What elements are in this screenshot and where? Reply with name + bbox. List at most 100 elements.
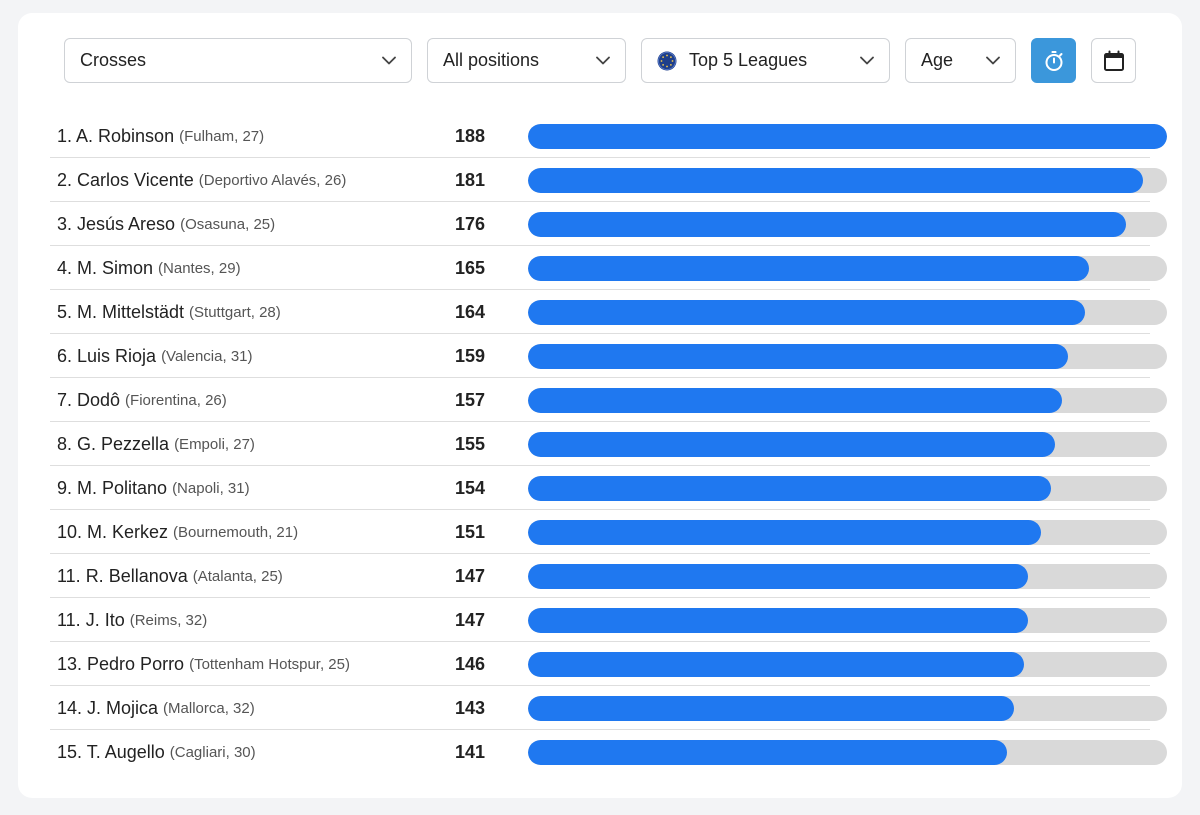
- player-name[interactable]: 11. J. Ito: [57, 609, 125, 630]
- player-name[interactable]: 9. M. Politano: [57, 477, 168, 498]
- player-row[interactable]: 2. Carlos Vicente (Deportivo Alavés, 26) 1…: [50, 158, 1167, 202]
- player-name[interactable]: 8. G. Pezzella: [57, 433, 170, 454]
- player-info: 1. A. Robinson (Fulham, 27): [57, 114, 264, 158]
- stat-bar-fill: [528, 608, 1028, 633]
- player-team-age: (Fulham, 27): [179, 127, 265, 145]
- player-info: 2. Carlos Vicente (Deportivo Alavés, 26): [57, 158, 346, 202]
- player-name[interactable]: 5. M. Mittelstädt: [57, 301, 185, 322]
- player-info: 9. M. Politano (Napoli, 31): [57, 466, 250, 510]
- player-name[interactable]: 1. A. Robinson: [57, 125, 175, 146]
- stat-value: 165: [454, 257, 486, 278]
- stat-value: 147: [454, 609, 486, 630]
- player-team-age: (Empoli, 27): [174, 435, 255, 453]
- stat-bar-fill: [528, 212, 1127, 237]
- ranking-list: 1. A. Robinson (Fulham, 27) 188 2. Carlos V…: [50, 114, 1167, 774]
- player-info: 6. Luis Rioja (Valencia, 31): [57, 334, 253, 378]
- stat-bar-track: [528, 300, 1167, 325]
- player-name[interactable]: 3. Jesús Areso: [57, 213, 176, 234]
- player-row[interactable]: 3. Jesús Areso (Osasuna, 25) 176: [50, 202, 1167, 246]
- stat-value: 157: [454, 389, 486, 410]
- stat-value: 181: [454, 169, 486, 190]
- stat-bar-fill: [528, 256, 1089, 281]
- player-name[interactable]: 10. M. Kerkez: [57, 521, 169, 542]
- player-row[interactable]: 7. Dodô (Fiorentina, 26) 157: [50, 378, 1167, 422]
- player-info: 14. J. Mojica (Mallorca, 32): [57, 686, 255, 730]
- season-calendar-button[interactable]: [1091, 38, 1136, 83]
- stopwatch-icon: [1043, 50, 1065, 72]
- stat-dropdown[interactable]: Crosses: [64, 38, 412, 83]
- player-info: 11. J. Ito (Reims, 32): [57, 598, 207, 642]
- stat-bar-fill: [528, 300, 1086, 325]
- position-dropdown[interactable]: All positions: [427, 38, 626, 83]
- player-info: 13. Pedro Porro (Tottenham Hotspur, 25): [57, 642, 350, 686]
- stat-bar-fill: [528, 520, 1042, 545]
- player-team-age: (Bournemouth, 21): [173, 523, 299, 541]
- chevron-down-icon: [595, 53, 611, 69]
- player-name[interactable]: 2. Carlos Vicente: [57, 169, 194, 190]
- player-name[interactable]: 7. Dodô: [57, 389, 121, 410]
- player-row[interactable]: 9. M. Politano (Napoli, 31) 154: [50, 466, 1167, 510]
- stat-value: 143: [454, 697, 486, 718]
- league-dropdown-label: Top 5 Leagues: [689, 50, 808, 70]
- player-info: 15. T. Augello (Cagliari, 30): [57, 730, 256, 774]
- stat-value: 151: [454, 521, 486, 542]
- player-team-age: (Osasuna, 25): [180, 215, 276, 233]
- player-row[interactable]: 5. M. Mittelstädt (Stuttgart, 28) 164: [50, 290, 1167, 334]
- player-row[interactable]: 11. R. Bellanova (Atalanta, 25) 147: [50, 554, 1167, 598]
- stat-bar-track: [528, 608, 1167, 633]
- player-info: 3. Jesús Areso (Osasuna, 25): [57, 202, 275, 246]
- player-name[interactable]: 13. Pedro Porro: [57, 653, 185, 674]
- player-row[interactable]: 6. Luis Rioja (Valencia, 31) 159: [50, 334, 1167, 378]
- player-row[interactable]: 8. G. Pezzella (Empoli, 27) 155: [50, 422, 1167, 466]
- player-row[interactable]: 15. T. Augello (Cagliari, 30) 141: [50, 730, 1167, 774]
- player-name[interactable]: 4. M. Simon: [57, 257, 154, 278]
- player-info: 5. M. Mittelstädt (Stuttgart, 28): [57, 290, 281, 334]
- stat-bar-fill: [528, 740, 1008, 765]
- stat-bar-track: [528, 476, 1167, 501]
- player-row[interactable]: 13. Pedro Porro (Tottenham Hotspur, 25) 14…: [50, 642, 1167, 686]
- chevron-down-icon: [859, 53, 875, 69]
- player-name[interactable]: 14. J. Mojica: [57, 697, 159, 718]
- stat-bar-track: [528, 256, 1167, 281]
- player-info: 10. M. Kerkez (Bournemouth, 21): [57, 510, 298, 554]
- stat-value: 154: [454, 477, 486, 498]
- age-dropdown-label: Age: [921, 50, 954, 70]
- stat-value: 176: [454, 213, 486, 234]
- stat-bar-fill: [528, 124, 1167, 149]
- stat-value: 159: [454, 345, 486, 366]
- stat-bar-fill: [528, 476, 1052, 501]
- chevron-down-icon: [985, 53, 1001, 69]
- player-name[interactable]: 6. Luis Rioja: [57, 345, 157, 366]
- player-row[interactable]: 4. M. Simon (Nantes, 29) 165: [50, 246, 1167, 290]
- player-info: 4. M. Simon (Nantes, 29): [57, 246, 241, 290]
- stat-value: 188: [454, 125, 486, 146]
- stat-bar-track: [528, 652, 1167, 677]
- stat-bar-fill: [528, 168, 1144, 193]
- chevron-down-icon: [381, 53, 397, 69]
- calendar-icon: [1103, 50, 1125, 72]
- player-info: 8. G. Pezzella (Empoli, 27): [57, 422, 255, 466]
- age-dropdown[interactable]: Age: [905, 38, 1016, 83]
- leaderboard-card: Crosses All positions: [18, 13, 1182, 798]
- player-name[interactable]: 11. R. Bellanova: [57, 565, 188, 586]
- stat-bar-fill: [528, 344, 1069, 369]
- stat-bar-fill: [528, 388, 1062, 413]
- per-90-toggle-button[interactable]: [1031, 38, 1076, 83]
- player-team-age: (Nantes, 29): [158, 259, 241, 277]
- player-row[interactable]: 11. J. Ito (Reims, 32) 147: [50, 598, 1167, 642]
- player-team-age: (Mallorca, 32): [163, 699, 255, 717]
- stat-dropdown-label: Crosses: [80, 50, 147, 70]
- player-row[interactable]: 14. J. Mojica (Mallorca, 32) 143: [50, 686, 1167, 730]
- stat-value: 141: [454, 741, 486, 762]
- player-team-age: (Tottenham Hotspur, 25): [189, 655, 350, 673]
- league-dropdown[interactable]: Top 5 Leagues: [641, 38, 890, 83]
- player-row[interactable]: 10. M. Kerkez (Bournemouth, 21) 151: [50, 510, 1167, 554]
- stat-bar-track: [528, 344, 1167, 369]
- player-team-age: (Valencia, 31): [161, 347, 253, 365]
- stat-bar-track: [528, 432, 1167, 457]
- stat-bar-track: [528, 212, 1167, 237]
- stat-bar-track: [528, 564, 1167, 589]
- player-row[interactable]: 1. A. Robinson (Fulham, 27) 188: [50, 114, 1167, 158]
- player-name[interactable]: 15. T. Augello: [57, 741, 165, 762]
- stat-value: 146: [454, 653, 486, 674]
